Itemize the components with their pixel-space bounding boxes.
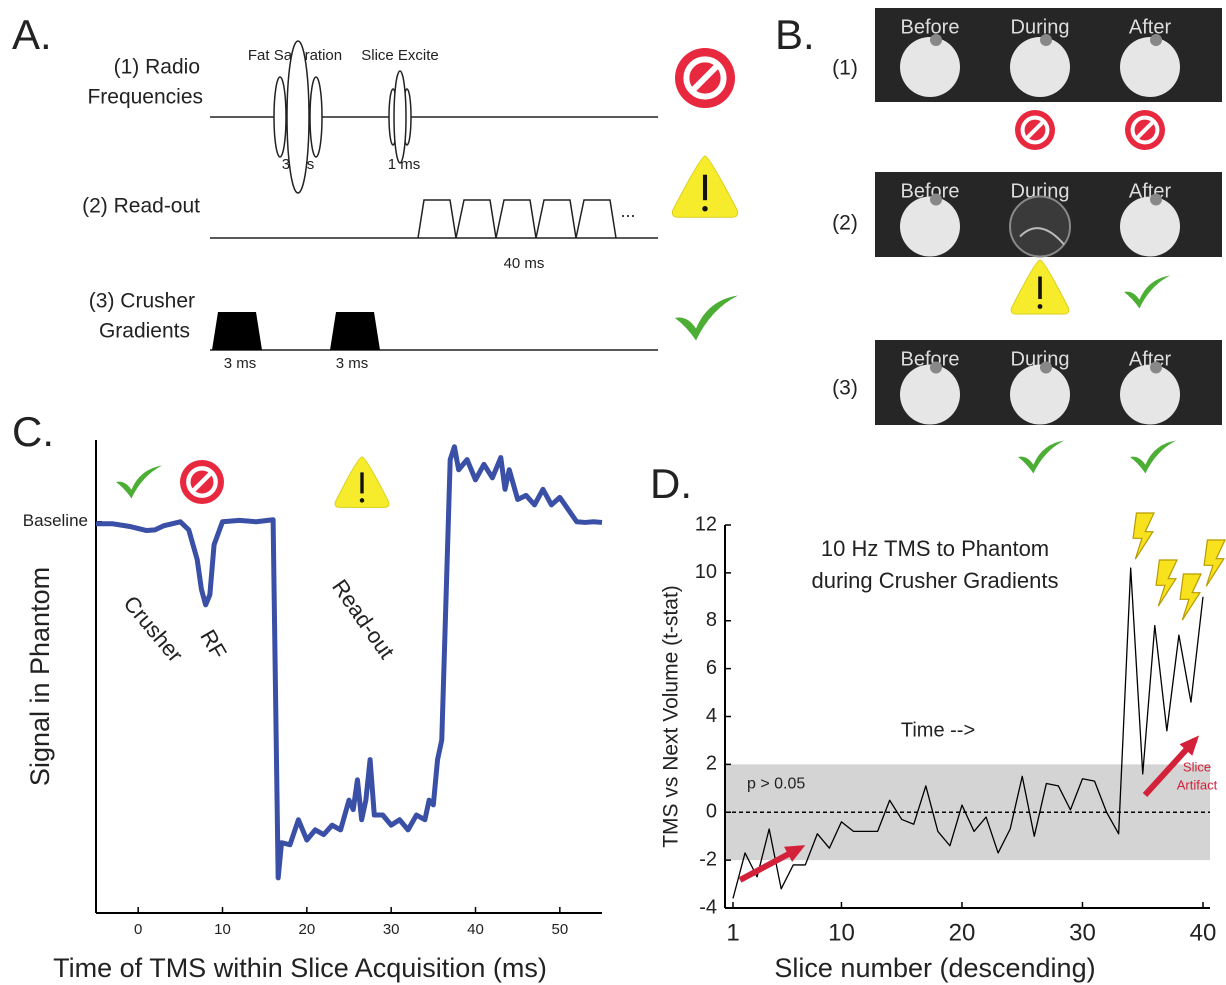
check-icon <box>116 466 162 499</box>
x-tick-label: 10 <box>828 919 855 946</box>
y-axis-label: Signal in Phantom <box>25 567 55 786</box>
duration-label: 3 ms <box>224 355 257 372</box>
lightning-icon <box>1204 540 1225 586</box>
annotation: Crusher <box>119 591 188 667</box>
lightning-icon <box>1180 574 1201 620</box>
row-label: (2) Read-out <box>82 195 200 218</box>
warning-mark <box>1038 277 1042 300</box>
ellipsis: ... <box>620 201 635 221</box>
phantom <box>1120 37 1180 97</box>
row-label: (3) <box>832 377 858 400</box>
row-label: Gradients <box>99 320 190 343</box>
phantom <box>1010 197 1070 257</box>
column-label: During <box>1011 16 1070 38</box>
y-tick-label: -4 <box>699 896 717 918</box>
x-tick-label: 30 <box>383 921 400 938</box>
annotation: Time --> <box>901 719 975 741</box>
pulse-label: Slice Excite <box>361 47 439 64</box>
duration-label: 1 ms <box>388 156 421 173</box>
x-tick-label: 50 <box>551 921 568 938</box>
x-axis-label: Slice number (descending) <box>774 953 1095 983</box>
y-tick-label: 2 <box>706 753 717 775</box>
row-label: (2) <box>832 212 858 235</box>
phantom-notch <box>1040 362 1052 374</box>
row-label: Frequencies <box>87 86 203 109</box>
annotation: Artifact <box>1177 777 1218 792</box>
x-tick-label: 1 <box>726 919 739 946</box>
rf-lobe <box>274 77 286 157</box>
warning-mark <box>360 472 363 493</box>
warning-dot <box>702 206 707 211</box>
y-tick-label: Baseline <box>23 511 88 530</box>
x-tick-label: 10 <box>214 921 231 938</box>
readout-gradient <box>418 200 616 238</box>
row-label: (3) Crusher <box>89 290 195 313</box>
rf-lobe <box>394 71 406 163</box>
warning-dot <box>1038 304 1043 309</box>
y-tick-label: 4 <box>706 705 717 727</box>
figure: A.B.C.D.(1) RadioFrequenciesFat Saturati… <box>0 0 1226 985</box>
phantom-notch <box>1040 34 1052 46</box>
warning-mark <box>703 175 707 201</box>
crusher-gradient <box>330 312 380 350</box>
check-icon <box>1018 441 1064 474</box>
annotation: RF <box>195 625 231 663</box>
y-tick-label: 8 <box>706 609 717 631</box>
phantom <box>900 365 960 425</box>
duration-label: 3 ms <box>336 355 369 372</box>
y-tick-label: -2 <box>699 848 717 870</box>
panel-label: A. <box>12 11 52 58</box>
chart-title: 10 Hz TMS to Phantom <box>821 536 1049 561</box>
panel-label: D. <box>650 460 692 507</box>
panel-label: C. <box>12 408 54 455</box>
x-tick-label: 40 <box>467 921 484 938</box>
x-tick-label: 20 <box>298 921 315 938</box>
warning-dot <box>360 498 364 502</box>
phantom-notch <box>1150 362 1162 374</box>
lightning-icon <box>1133 513 1154 559</box>
crusher-gradient <box>212 312 262 350</box>
phantom-notch <box>1150 34 1162 46</box>
lightning-icon <box>1156 560 1177 606</box>
rf-lobe <box>287 41 309 193</box>
y-tick-label: 10 <box>695 561 717 583</box>
band-label: p > 0.05 <box>747 776 805 793</box>
phantom-notch <box>930 194 942 206</box>
check-icon <box>1130 441 1176 474</box>
x-tick-label: 40 <box>1190 919 1217 946</box>
row-label: (1) <box>832 57 858 80</box>
annotation: Read-out <box>327 575 399 663</box>
phantom <box>900 37 960 97</box>
x-axis-label: Time of TMS within Slice Acquisition (ms… <box>53 953 547 983</box>
row-label: (1) Radio <box>114 56 200 79</box>
check-icon <box>675 296 738 341</box>
y-tick-label: 6 <box>706 657 717 679</box>
column-label: Before <box>901 16 960 38</box>
check-icon <box>1124 276 1170 309</box>
phantom <box>900 197 960 257</box>
y-tick-label: 12 <box>695 513 717 535</box>
x-tick-label: 0 <box>134 921 142 938</box>
phantom-notch <box>930 362 942 374</box>
phantom <box>1120 365 1180 425</box>
phantom <box>1120 197 1180 257</box>
y-axis-label: TMS vs Next Volume (t-stat) <box>660 585 683 848</box>
annotation: Slice <box>1183 759 1211 774</box>
column-label: After <box>1129 16 1172 38</box>
x-tick-label: 20 <box>949 919 976 946</box>
phantom-notch <box>930 34 942 46</box>
chart-title: during Crusher Gradients <box>811 568 1058 593</box>
duration-label: 40 ms <box>504 255 545 272</box>
x-tick-label: 30 <box>1069 919 1096 946</box>
phantom-notch <box>1150 194 1162 206</box>
rf-lobe <box>310 77 322 157</box>
y-tick-label: 0 <box>706 801 717 823</box>
phantom <box>1010 365 1070 425</box>
panel-label: B. <box>775 11 815 58</box>
phantom <box>1010 37 1070 97</box>
